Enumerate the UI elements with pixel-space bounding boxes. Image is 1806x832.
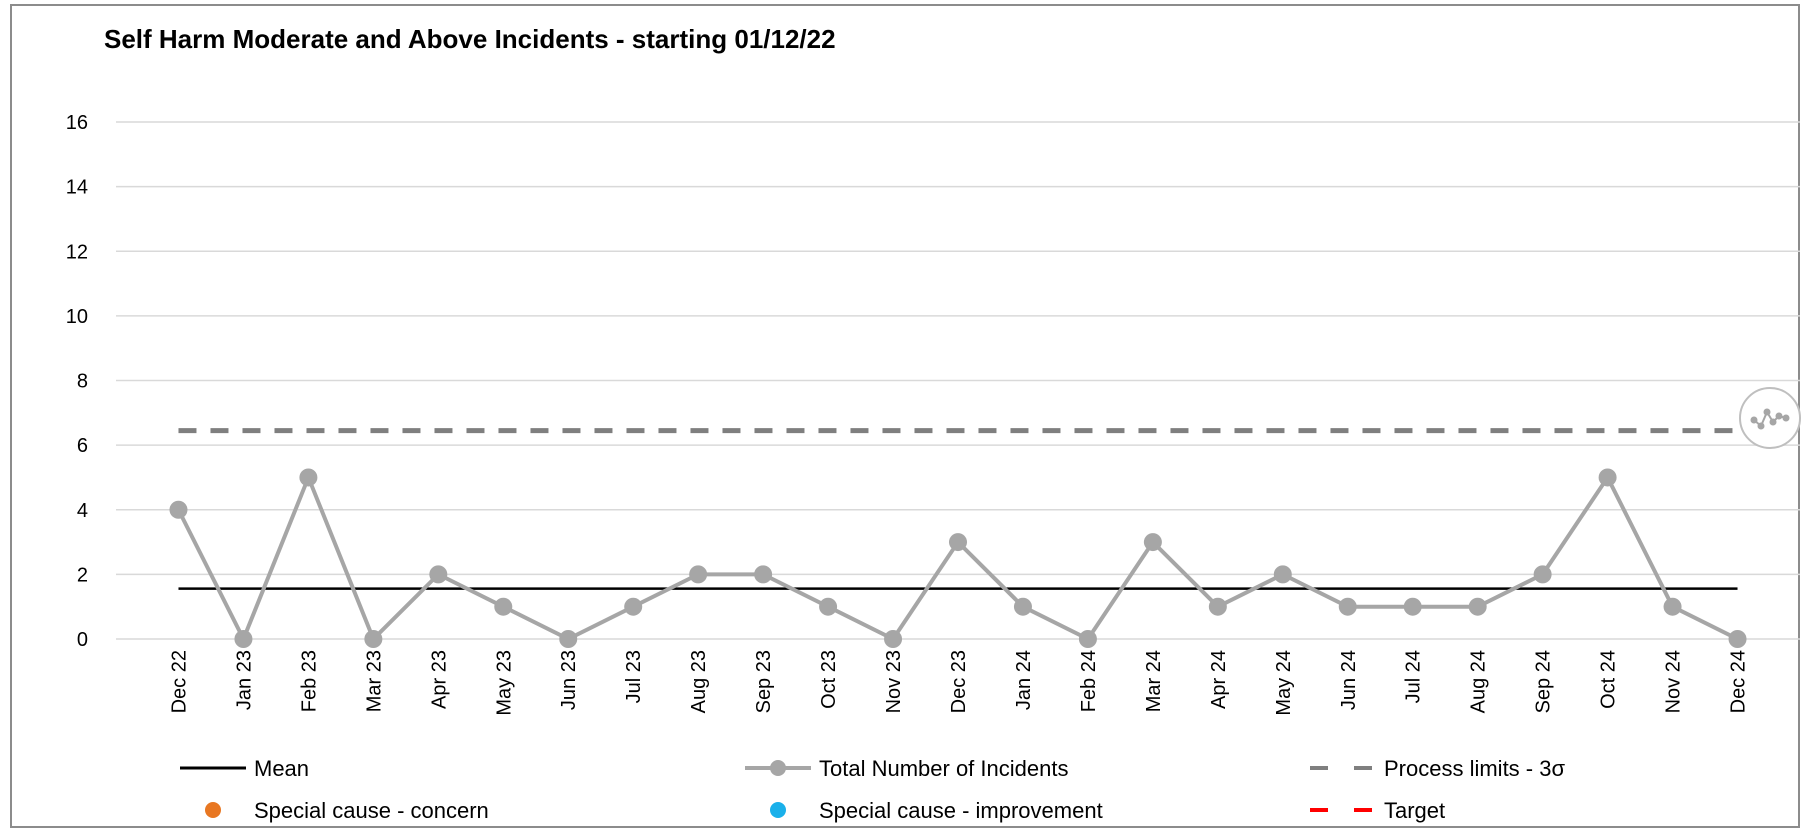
legend-item: Target — [1310, 798, 1445, 823]
x-tick-label: May 24 — [1273, 650, 1295, 716]
legend-label: Mean — [254, 756, 309, 781]
variation-icon — [1739, 387, 1801, 449]
x-tick-label: Oct 24 — [1598, 650, 1620, 709]
y-tick-label: 12 — [66, 241, 88, 263]
x-tick-label: Jan 23 — [233, 650, 255, 710]
incidents-series — [169, 468, 1747, 648]
x-tick-label: Jul 23 — [623, 650, 645, 703]
x-tick-label: Jan 24 — [1013, 650, 1035, 710]
y-tick-label: 6 — [77, 435, 88, 457]
x-tick-label: May 23 — [493, 650, 515, 716]
data-point — [234, 630, 253, 648]
data-point — [1598, 468, 1617, 487]
legend: Mean Total Number of Incidents Process lim… — [180, 756, 1565, 823]
data-point — [1533, 565, 1552, 584]
x-tick-label: Jun 24 — [1338, 650, 1360, 710]
y-tick-label: 10 — [66, 306, 88, 328]
x-tick-label: Nov 24 — [1663, 650, 1685, 713]
data-point — [299, 468, 318, 487]
x-tick-label: Dec 24 — [1728, 650, 1750, 713]
x-tick-label: Jun 23 — [558, 650, 580, 710]
x-tick-label: Sep 23 — [753, 650, 775, 713]
data-point — [1338, 597, 1357, 616]
x-tick-label: Apr 23 — [428, 650, 450, 709]
x-tick-label: Sep 24 — [1533, 650, 1555, 713]
legend-label: Total Number of Incidents — [819, 756, 1068, 781]
legend-label: Process limits - 3σ — [1384, 756, 1565, 781]
y-tick-label: 0 — [77, 629, 88, 651]
data-point — [1143, 533, 1162, 552]
x-axis-ticks: Dec 22 Jan 23 Feb 23 Mar 23 Apr 23 May 23 Jun … — [168, 650, 1749, 716]
x-tick-label: Nov 23 — [883, 650, 905, 713]
data-point — [1403, 597, 1422, 616]
data-point — [429, 565, 448, 584]
y-tick-label: 4 — [77, 500, 88, 522]
data-point — [819, 597, 838, 616]
data-point — [1728, 630, 1747, 648]
data-point — [1013, 597, 1032, 616]
legend-label: Target — [1384, 798, 1445, 823]
chart-title: Self Harm Moderate and Above Incidents -… — [104, 24, 836, 54]
x-tick-label: Aug 23 — [688, 650, 710, 713]
x-tick-label: Apr 24 — [1208, 650, 1230, 709]
x-tick-label: Mar 23 — [363, 650, 385, 712]
legend-label: Special cause - improvement — [819, 798, 1103, 823]
legend-item: Mean — [180, 756, 309, 781]
data-point — [1273, 565, 1292, 584]
data-point — [559, 630, 578, 648]
x-tick-label: Dec 23 — [948, 650, 970, 713]
y-axis-ticks: 0 2 4 6 8 10 12 14 16 — [66, 112, 88, 651]
data-point — [494, 597, 513, 616]
data-point — [949, 533, 967, 552]
x-tick-label: Jul 24 — [1403, 650, 1425, 703]
data-point — [1663, 597, 1682, 616]
y-tick-label: 8 — [77, 371, 88, 393]
y-tick-label: 16 — [66, 112, 88, 134]
gridlines — [116, 121, 1800, 640]
data-point — [754, 565, 773, 584]
data-point — [884, 630, 903, 648]
x-tick-label: Oct 23 — [818, 650, 840, 709]
legend-item: Total Number of Incidents — [745, 756, 1068, 781]
x-tick-label: Dec 22 — [168, 650, 190, 713]
x-tick-label: Feb 23 — [298, 650, 320, 712]
chart-frame — [10, 4, 1800, 828]
legend-label: Special cause - concern — [254, 798, 489, 823]
legend-item: Special cause - concern — [205, 798, 489, 823]
data-point — [689, 565, 708, 584]
x-tick-label: Feb 24 — [1078, 650, 1100, 712]
data-point — [1208, 597, 1227, 616]
data-point — [1468, 597, 1487, 616]
legend-item: Process limits - 3σ — [1310, 756, 1565, 781]
y-tick-label: 2 — [77, 564, 88, 586]
legend-item: Special cause - improvement — [770, 798, 1103, 823]
data-point — [1078, 630, 1097, 648]
data-point — [364, 630, 383, 648]
y-tick-label: 14 — [66, 177, 88, 199]
incidents-line — [176, 475, 1739, 641]
data-point — [169, 500, 188, 519]
data-point — [624, 597, 643, 616]
x-tick-label: Mar 24 — [1143, 650, 1165, 712]
x-tick-label: Aug 24 — [1468, 650, 1490, 713]
